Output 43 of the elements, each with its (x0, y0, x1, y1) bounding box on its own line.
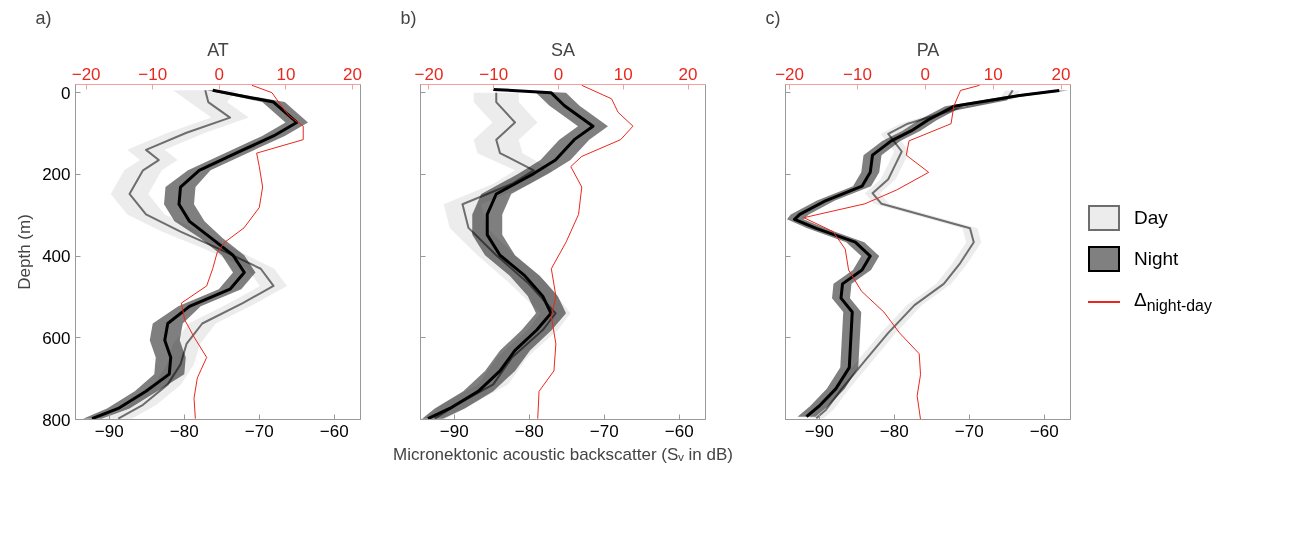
x-tick-label: −60 (664, 421, 694, 441)
x-axis-title: Micronektonic acoustic backscatter (Sᵥ in dB) (393, 444, 733, 464)
text: c) (765, 7, 781, 28)
chart-title: AT (207, 39, 229, 60)
x2-tick-label: −20 (71, 64, 101, 84)
x2-tick-label: 10 (276, 64, 296, 84)
x2-tick-label: 20 (678, 64, 698, 84)
y-tick-label: 600 (42, 328, 71, 348)
x-tick-label: −70 (954, 421, 984, 441)
x2-tick-label: 0 (214, 64, 225, 84)
x-tick-label: −90 (804, 421, 834, 441)
x-tick-label: −80 (514, 421, 544, 441)
x2-tick-label: −20 (775, 64, 804, 84)
chart-title: PA (916, 39, 940, 60)
x2-tick-label: 0 (553, 64, 564, 84)
x-tick-label: −70 (244, 421, 274, 441)
legend-label: Day (1134, 206, 1168, 230)
x-tick-label: −60 (1029, 421, 1059, 441)
chart-title: SA (550, 39, 576, 60)
x-tick-label: −70 (589, 421, 619, 441)
x2-tick-label: 20 (343, 64, 362, 84)
legend-label: Night (1134, 247, 1179, 272)
x2-tick-label: −10 (479, 64, 509, 84)
x-tick-label: −80 (879, 421, 909, 441)
x-tick-label: −80 (169, 421, 199, 441)
y-axis-title: Depth (m) (15, 214, 35, 290)
x-tick-label: −90 (439, 421, 469, 441)
x2-tick-label: 20 (1051, 64, 1071, 84)
y-tick-label: 800 (42, 410, 71, 430)
x-tick-label: −60 (319, 421, 349, 441)
x2-tick-label: −20 (414, 64, 444, 84)
x2-tick-label: 10 (983, 64, 1003, 84)
y-tick-label: 400 (42, 247, 71, 267)
x2-tick-label: 0 (920, 64, 931, 84)
y-tick-label: 200 (42, 165, 71, 185)
x2-tick-label: 10 (613, 64, 633, 84)
x-tick-label: −90 (94, 421, 124, 441)
x2-tick-label: −10 (843, 64, 872, 84)
y-tick-label: 0 (61, 83, 71, 103)
text: a) (35, 7, 52, 28)
legend-label: Δ$_{night-day}$ (1134, 288, 1212, 317)
text: b) (400, 7, 417, 28)
x2-tick-label: −10 (138, 64, 168, 84)
